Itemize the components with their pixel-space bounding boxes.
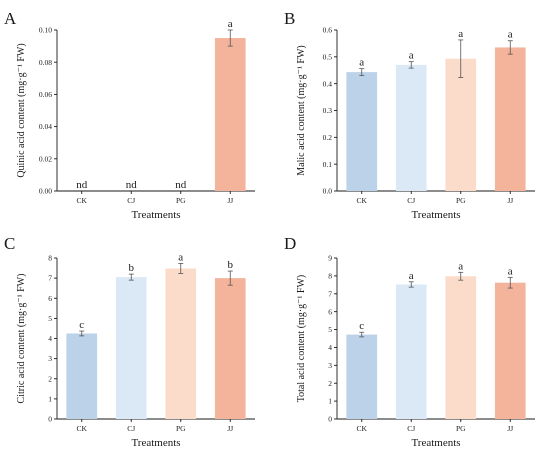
- x-axis-title: Treatments: [411, 209, 460, 221]
- significance-letter: a: [178, 251, 183, 263]
- y-tick-label: 0.08: [39, 58, 52, 67]
- y-tick-label: 2: [48, 374, 52, 383]
- x-tick-label: JJ: [507, 424, 513, 433]
- y-tick-label: 0.4: [323, 79, 333, 88]
- significance-letter: c: [359, 320, 364, 332]
- x-tick-label: CJ: [407, 196, 415, 205]
- x-tick-label: PG: [176, 424, 186, 433]
- y-tick-label: 8: [328, 271, 332, 280]
- x-tick-label: CK: [77, 424, 88, 433]
- x-tick-label: CJ: [407, 424, 415, 433]
- y-axis-title: Malic acid content (mg·g⁻¹ FW): [296, 45, 307, 175]
- x-tick-label: CK: [357, 424, 368, 433]
- y-axis-title: Citric acid content (mg·g⁻¹ FW): [16, 274, 27, 404]
- significance-letter: nd: [126, 179, 138, 191]
- y-tick-label: 6: [48, 294, 52, 303]
- y-tick-label: 0.00: [39, 187, 52, 196]
- y-tick-label: 9: [328, 254, 332, 263]
- y-tick-label: 0.06: [39, 90, 52, 99]
- significance-letter: a: [508, 29, 513, 41]
- y-tick-label: 3: [48, 354, 52, 363]
- bar: [445, 58, 477, 191]
- y-axis-title: Total acid content (mg·g⁻¹ FW): [296, 275, 307, 403]
- y-tick-label: 7: [328, 289, 332, 298]
- significance-letter: c: [79, 319, 84, 331]
- bar: [445, 276, 477, 419]
- significance-letter: a: [458, 260, 463, 272]
- x-tick-label: JJ: [507, 196, 513, 205]
- bar: [346, 334, 378, 419]
- y-tick-label: 2: [328, 379, 332, 388]
- significance-letter: b: [228, 259, 234, 271]
- bar: [214, 278, 246, 419]
- x-tick-label: CK: [77, 196, 88, 205]
- panel-c: C 0 1 2 3 4 5 6 7 8 c CK b CJ a PG b JJ Treatments Citric a…: [4, 234, 255, 449]
- significance-letter: a: [409, 50, 414, 62]
- bar: [115, 277, 147, 419]
- y-tick-label: 3: [328, 361, 332, 370]
- x-tick-label: CJ: [127, 196, 135, 205]
- bar: [395, 64, 427, 191]
- y-tick-label: 5: [328, 325, 332, 334]
- y-tick-label: 0.04: [39, 122, 52, 131]
- y-tick-label: 0.02: [39, 154, 52, 163]
- y-tick-label: 0.3: [323, 106, 333, 115]
- x-tick-label: PG: [176, 196, 186, 205]
- x-axis-title: Treatments: [131, 437, 180, 449]
- y-tick-label: 0.6: [323, 26, 333, 35]
- significance-letter: a: [409, 270, 414, 282]
- panel-label: B: [284, 9, 295, 28]
- y-tick-label: 4: [48, 334, 52, 343]
- panel-label: A: [4, 9, 17, 28]
- panel-d: D 0 1 2 3 4 5 6 7 8 9 c CK a CJ a PG a JJ Treatments Total a…: [284, 234, 535, 449]
- y-tick-label: 8: [48, 254, 52, 263]
- y-tick-label: 1: [48, 394, 52, 403]
- x-tick-label: CJ: [127, 424, 135, 433]
- x-axis-title: Treatments: [411, 437, 460, 449]
- x-tick-label: JJ: [227, 196, 233, 205]
- y-tick-label: 1: [328, 397, 332, 406]
- y-tick-label: 0.0: [323, 187, 333, 196]
- bar: [494, 47, 526, 191]
- x-axis-title: Treatments: [131, 209, 180, 221]
- y-tick-label: 0: [48, 415, 52, 424]
- bar: [395, 284, 427, 419]
- x-tick-label: PG: [456, 424, 466, 433]
- y-tick-label: 0.2: [323, 133, 333, 142]
- y-tick-label: 6: [328, 307, 332, 316]
- significance-letter: nd: [76, 179, 88, 191]
- panel-label: D: [284, 234, 296, 253]
- significance-letter: a: [228, 18, 233, 30]
- y-tick-label: 4: [328, 343, 332, 352]
- bar: [66, 333, 98, 419]
- significance-letter: nd: [175, 179, 187, 191]
- significance-letter: a: [508, 265, 513, 277]
- significance-letter: b: [129, 262, 135, 274]
- bar: [214, 38, 246, 191]
- y-axis-title: Quinic acid content (mg·g⁻¹ FW): [16, 43, 27, 177]
- significance-letter: a: [458, 28, 463, 40]
- y-tick-label: 0.5: [323, 52, 333, 61]
- y-tick-label: 0.1: [323, 160, 333, 169]
- panel-label: C: [4, 234, 15, 253]
- x-tick-label: JJ: [227, 424, 233, 433]
- x-tick-label: PG: [456, 196, 466, 205]
- significance-letter: a: [359, 57, 364, 69]
- y-tick-label: 0: [328, 415, 332, 424]
- panel-a: A 0.00 0.02 0.04 0.06 0.08 0.10 nd CK nd CJ nd PG a JJ…: [4, 9, 255, 221]
- bar: [165, 268, 197, 419]
- bar: [346, 72, 378, 191]
- y-tick-label: 7: [48, 274, 52, 283]
- y-tick-label: 0.10: [39, 26, 52, 35]
- panel-b: B 0.0 0.1 0.2 0.3 0.4 0.5 0.6 a CK a CJ a PG a JJ Treatm…: [284, 9, 535, 221]
- x-tick-label: CK: [357, 196, 368, 205]
- bar: [494, 282, 526, 419]
- y-tick-label: 5: [48, 314, 52, 323]
